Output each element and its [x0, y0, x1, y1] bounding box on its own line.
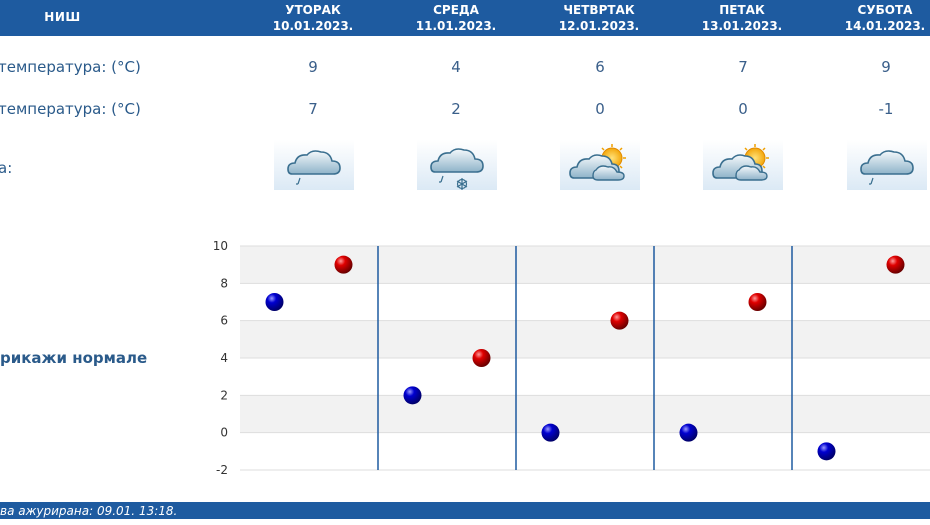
- day-date: 10.01.2023.: [272, 19, 354, 33]
- day-name: СРЕДА: [433, 3, 479, 17]
- y-tick-label: -2: [216, 463, 228, 476]
- partly-cloudy-icon: [703, 140, 783, 190]
- day-name: ЧЕТВРТАК: [563, 3, 635, 17]
- min-temp-point: [265, 293, 284, 311]
- y-tick-label: 6: [220, 314, 228, 328]
- day-header-2: СРЕДА 11.01.2023.: [391, 2, 521, 34]
- max-temp-value: 9: [308, 58, 318, 76]
- day-name: ПЕТАК: [719, 3, 765, 17]
- update-footer: ва ажурирана: 09.01. 13:18.: [0, 502, 930, 519]
- y-tick-label: 10: [213, 239, 228, 253]
- day-name: СУБОТА: [857, 3, 913, 17]
- cloud-sleet-icon: [417, 140, 497, 190]
- y-tick-label: 0: [220, 426, 228, 440]
- grid-band: [240, 432, 930, 470]
- day-date: 12.01.2023.: [558, 19, 640, 33]
- cloud-rain-icon: [847, 140, 927, 190]
- max-temp-point: [748, 293, 767, 311]
- day-header-4: ПЕТАК 13.01.2023.: [677, 2, 807, 34]
- min-temp-point: [817, 442, 836, 461]
- y-tick-label: 2: [220, 388, 228, 402]
- day-date: 13.01.2023.: [701, 19, 783, 33]
- max-temp-point: [886, 255, 905, 274]
- min-temp-value: 7: [308, 100, 318, 118]
- day-date: 11.01.2023.: [415, 19, 497, 33]
- day-name: УТОРАК: [285, 3, 341, 17]
- max-temp-label: температура: (°C): [0, 58, 141, 76]
- weather-label: а:: [0, 159, 13, 177]
- show-normals-link[interactable]: рикажи нормале: [0, 349, 148, 367]
- grid-band: [240, 246, 930, 284]
- grid-band: [240, 320, 930, 358]
- min-temp-value: -1: [878, 100, 894, 118]
- min-temp-label: температура: (°C): [0, 100, 141, 118]
- cloud-rain-icon: [274, 140, 354, 190]
- max-temp-point: [472, 349, 491, 367]
- min-temp-value: 0: [595, 100, 605, 118]
- day-header-3: ЧЕТВРТАК 12.01.2023.: [534, 2, 664, 34]
- max-temp-value: 9: [881, 58, 891, 76]
- min-temp-point: [403, 386, 422, 405]
- max-temp-value: 6: [595, 58, 605, 76]
- temperature-chart: 10 8 6 4 2 0 -2: [213, 239, 930, 476]
- y-tick-label: 8: [220, 276, 228, 290]
- forecast-header: НИШ УТОРАК 10.01.2023. СРЕДА 11.01.2023.…: [0, 0, 930, 36]
- max-temp-point: [334, 255, 353, 274]
- day-date: 14.01.2023.: [844, 19, 926, 33]
- max-temp-value: 7: [738, 58, 748, 76]
- day-header-5: СУБОТА 14.01.2023.: [820, 2, 930, 34]
- last-updated-text: ва ажурирана: 09.01. 13:18.: [0, 504, 178, 518]
- grid-band: [240, 395, 930, 433]
- min-temp-point: [679, 423, 698, 442]
- y-tick-label: 4: [220, 351, 228, 365]
- partly-cloudy-icon: [560, 140, 640, 190]
- city-name: НИШ: [44, 10, 81, 24]
- min-temp-point: [541, 423, 560, 442]
- max-temp-point: [610, 311, 629, 330]
- max-temp-value: 4: [451, 58, 461, 76]
- min-temp-value: 0: [738, 100, 748, 118]
- min-temp-value: 2: [451, 100, 461, 118]
- grid-band: [240, 283, 930, 321]
- day-header-1: УТОРАК 10.01.2023.: [248, 2, 378, 34]
- grid-band: [240, 358, 930, 396]
